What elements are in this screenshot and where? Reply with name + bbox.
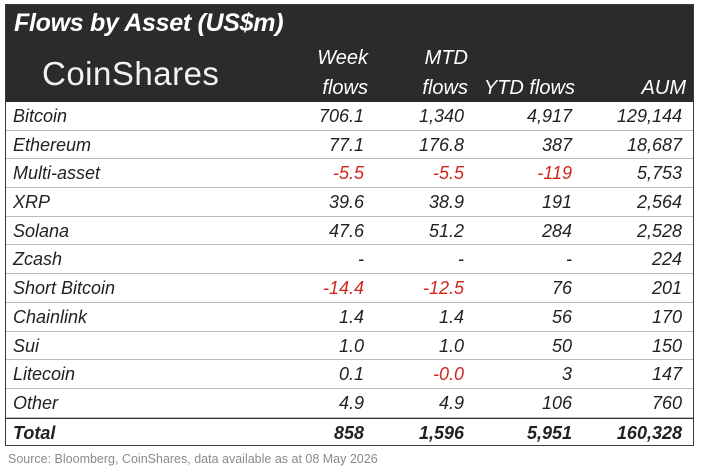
cell-ytd: 106 <box>541 392 572 413</box>
cell-ytd: 4,917 <box>526 106 572 126</box>
cell-aum: 147 <box>651 364 682 385</box>
cell-week: 0.1 <box>338 364 364 385</box>
page-title: Flows by Asset (US$m) <box>14 9 284 37</box>
table-row: Litecoin 0.1 -0.0 3 147 <box>6 360 693 389</box>
cell-aum: 160,328 <box>616 422 682 443</box>
cell-week: 1.0 <box>338 335 364 356</box>
cell-ytd: -119 <box>537 163 572 184</box>
table-row: Chainlink 1.4 1.4 56 170 <box>6 303 693 332</box>
table-row: Solana 47.6 51.2 284 2,528 <box>6 217 693 246</box>
cell-mtd: 1,596 <box>418 422 464 443</box>
column-header-aum: AUM <box>641 77 686 99</box>
cell-aum: 2,564 <box>636 192 682 213</box>
cell-aum: 18,687 <box>626 134 682 155</box>
cell-week: -14.4 <box>322 278 364 299</box>
cell-name: Total <box>13 422 56 443</box>
cell-aum: 760 <box>651 392 682 413</box>
cell-name: Other <box>13 392 59 413</box>
cell-aum: 224 <box>651 249 682 270</box>
table-header: Flows by Asset (US$m) CoinShares Week fl… <box>6 5 693 102</box>
cell-mtd: 38.9 <box>428 192 464 213</box>
cell-week: 1.4 <box>338 306 364 327</box>
cell-ytd: 3 <box>561 364 572 385</box>
cell-week: 706.1 <box>318 106 364 126</box>
cell-week: 39.6 <box>328 192 364 213</box>
cell-aum: 150 <box>651 335 682 356</box>
cell-aum: 201 <box>651 278 682 299</box>
column-header-week-flows: Week flows <box>317 47 368 99</box>
column-header-mtd-flows: MTD flows <box>422 47 468 99</box>
cell-name: Short Bitcoin <box>13 278 116 299</box>
flows-table: Flows by Asset (US$m) CoinShares Week fl… <box>5 4 694 446</box>
cell-aum: 5,753 <box>636 163 682 184</box>
table-row: Other 4.9 4.9 106 760 <box>6 389 693 418</box>
cell-ytd: 387 <box>541 134 572 155</box>
cell-mtd: 1,340 <box>418 106 464 126</box>
cell-ytd: 76 <box>551 278 572 299</box>
table-row: Ethereum 77.1 176.8 387 18,687 <box>6 131 693 160</box>
cell-name: Litecoin <box>13 364 76 385</box>
cell-ytd: - <box>566 249 572 270</box>
cell-week: - <box>358 249 364 270</box>
cell-mtd: 1.0 <box>438 335 464 356</box>
total-row: Total 858 1,596 5,951 160,328 <box>6 417 693 447</box>
cell-week: 77.1 <box>328 134 364 155</box>
cell-ytd: 284 <box>541 220 572 241</box>
source-note: Source: Bloomberg, CoinShares, data avai… <box>8 452 378 466</box>
cell-ytd: 191 <box>541 192 572 213</box>
column-header-ytd-flows: YTD flows <box>483 77 575 99</box>
table-body: Bitcoin 706.1 1,340 4,917 129,144 Ethereum 77.… <box>6 102 693 446</box>
cell-mtd: -0.0 <box>432 364 464 385</box>
cell-name: Bitcoin <box>13 106 68 126</box>
cell-aum: 170 <box>651 306 682 327</box>
cell-mtd: 1.4 <box>438 306 464 327</box>
cell-week: 858 <box>333 422 364 443</box>
cell-ytd: 56 <box>551 306 572 327</box>
cell-name: XRP <box>13 192 51 213</box>
cell-week: 4.9 <box>338 392 364 413</box>
cell-aum: 129,144 <box>616 106 682 126</box>
table-row: Zcash - - - 224 <box>6 245 693 275</box>
cell-mtd: 176.8 <box>418 134 464 155</box>
cell-name: Sui <box>13 335 40 356</box>
cell-mtd: -12.5 <box>422 278 464 299</box>
table-row: Short Bitcoin -14.4 -12.5 76 201 <box>6 274 693 303</box>
table-row: Multi-asset -5.5 -5.5 -119 5,753 <box>6 159 693 189</box>
cell-ytd: 50 <box>551 335 572 356</box>
table-row: Bitcoin 706.1 1,340 4,917 129,144 <box>6 102 693 131</box>
coinshares-logo: CoinShares <box>42 55 220 92</box>
cell-mtd: 51.2 <box>428 220 464 241</box>
cell-week: -5.5 <box>332 163 364 184</box>
cell-name: Ethereum <box>13 134 92 155</box>
cell-ytd: 5,951 <box>526 422 572 443</box>
cell-week: 47.6 <box>328 220 364 241</box>
cell-mtd: - <box>458 249 464 270</box>
cell-aum: 2,528 <box>636 220 682 241</box>
cell-name: Multi-asset <box>13 163 101 184</box>
cell-name: Solana <box>13 220 70 241</box>
cell-mtd: -5.5 <box>432 163 464 184</box>
cell-name: Chainlink <box>13 306 88 327</box>
cell-mtd: 4.9 <box>438 392 464 413</box>
table-row: Sui 1.0 1.0 50 150 <box>6 332 693 361</box>
cell-name: Zcash <box>13 249 63 270</box>
table-row: XRP 39.6 38.9 191 2,564 <box>6 188 693 217</box>
